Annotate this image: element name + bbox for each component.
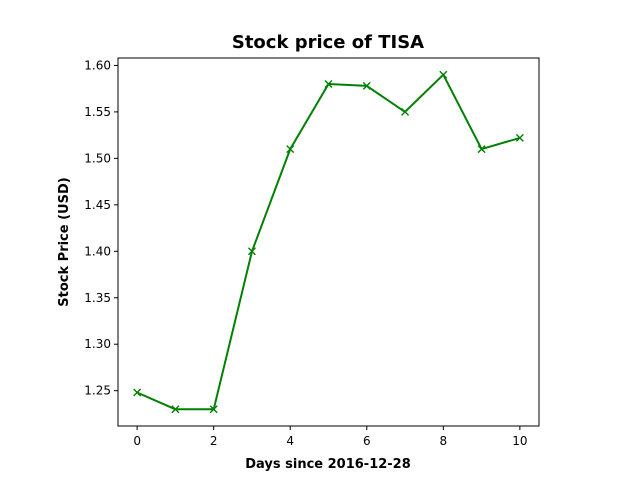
data-point-marker <box>324 80 333 89</box>
y-tick-label: 1.40 <box>84 244 111 258</box>
y-axis-label: Stock Price (USD) <box>57 177 72 306</box>
x-tick-label: 8 <box>439 434 447 448</box>
marker-stroke <box>324 80 333 89</box>
marker-stroke <box>286 145 295 154</box>
data-point-marker <box>401 107 410 116</box>
marker-stroke <box>171 405 180 414</box>
chart-title: Stock price of TISA <box>232 32 424 53</box>
marker-stroke <box>362 81 371 90</box>
x-axis-label: Days since 2016-12-28 <box>245 457 411 472</box>
data-point-marker <box>439 70 448 79</box>
x-tick-label: 0 <box>133 434 141 448</box>
series-layer <box>133 70 524 414</box>
y-tick-label: 1.50 <box>84 151 111 165</box>
y-tick-label: 1.55 <box>84 105 111 119</box>
data-point-marker <box>171 405 180 414</box>
data-point-marker <box>515 133 524 142</box>
y-tick-label: 1.25 <box>84 384 111 398</box>
data-point-marker <box>247 247 256 256</box>
y-tick-label: 1.35 <box>84 291 111 305</box>
x-tick-label: 4 <box>286 434 294 448</box>
marker-stroke <box>133 388 142 397</box>
x-tick-label: 10 <box>512 434 527 448</box>
data-point-marker <box>477 145 486 154</box>
data-point-marker <box>362 81 371 90</box>
y-tick-label: 1.30 <box>84 337 111 351</box>
marker-stroke <box>477 145 486 154</box>
data-point-marker <box>286 145 295 154</box>
marker-stroke <box>209 405 218 414</box>
axis-ticks: 0 2 4 6 8 10 1.25 1.30 1.35 1.40 1.45 1.50 1.55 1.60 <box>84 58 527 448</box>
marker-stroke <box>401 107 410 116</box>
x-tick-label: 2 <box>210 434 218 448</box>
x-tick-label: 6 <box>363 434 371 448</box>
marker-stroke <box>247 247 256 256</box>
data-point-marker <box>209 405 218 414</box>
y-tick-label: 1.45 <box>84 198 111 212</box>
marker-stroke <box>439 70 448 79</box>
data-point-marker <box>133 388 142 397</box>
plot-area-frame <box>117 57 540 427</box>
y-tick-label: 1.60 <box>84 58 111 72</box>
marker-stroke <box>515 133 524 142</box>
